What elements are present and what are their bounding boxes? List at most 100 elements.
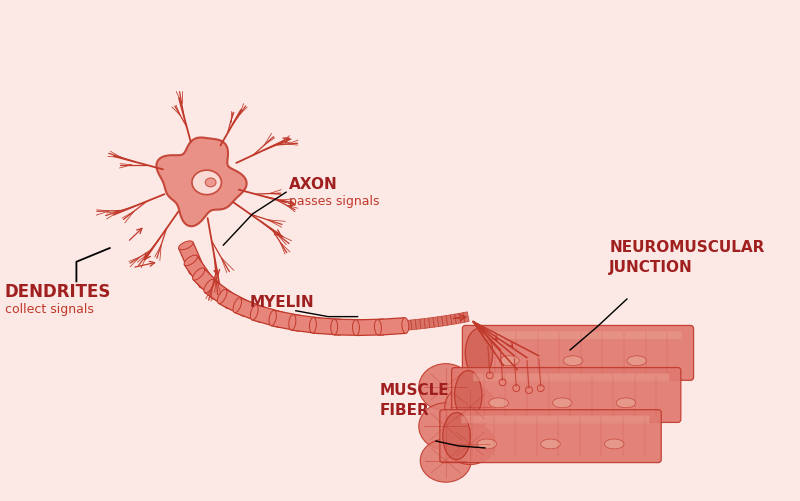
Ellipse shape [310,318,316,333]
Polygon shape [411,320,416,330]
Ellipse shape [402,318,409,333]
Polygon shape [424,318,430,328]
Ellipse shape [466,328,493,377]
Polygon shape [156,137,246,226]
Ellipse shape [337,319,344,335]
Polygon shape [186,256,197,263]
Polygon shape [184,256,213,288]
Polygon shape [356,319,383,336]
Ellipse shape [192,170,222,195]
Polygon shape [218,290,250,316]
Polygon shape [234,299,241,309]
Polygon shape [463,312,469,322]
Polygon shape [450,314,456,325]
Polygon shape [178,242,204,274]
Polygon shape [446,315,452,325]
Polygon shape [370,322,375,332]
Polygon shape [213,287,222,296]
Polygon shape [378,318,406,335]
Polygon shape [438,316,443,327]
Ellipse shape [445,385,496,428]
Polygon shape [318,321,322,331]
Ellipse shape [218,290,227,304]
Polygon shape [265,311,271,322]
Polygon shape [348,323,353,332]
Polygon shape [301,319,306,329]
Ellipse shape [296,316,303,331]
Polygon shape [215,289,224,299]
FancyBboxPatch shape [451,368,681,422]
Ellipse shape [358,320,365,335]
Polygon shape [186,253,196,259]
Polygon shape [292,317,298,328]
Ellipse shape [420,439,471,482]
Polygon shape [344,322,349,332]
Polygon shape [389,322,394,332]
Polygon shape [193,266,202,274]
Ellipse shape [330,319,338,335]
Polygon shape [271,310,301,331]
Text: AXON: AXON [289,177,338,192]
Polygon shape [415,319,421,329]
Text: MYELIN: MYELIN [250,295,314,310]
Ellipse shape [418,364,473,411]
Polygon shape [353,323,358,332]
Ellipse shape [258,308,267,323]
Polygon shape [252,305,282,327]
Circle shape [513,385,520,392]
Ellipse shape [242,302,251,316]
Polygon shape [230,298,238,308]
Circle shape [538,385,544,392]
Polygon shape [184,249,194,256]
Polygon shape [272,313,278,324]
FancyBboxPatch shape [484,331,682,339]
Polygon shape [335,322,340,332]
Polygon shape [227,296,235,306]
Polygon shape [205,281,214,290]
Polygon shape [261,310,267,320]
Polygon shape [240,302,247,313]
Polygon shape [309,320,314,330]
Ellipse shape [190,266,204,275]
Polygon shape [250,306,257,317]
Polygon shape [326,321,331,331]
Text: NEUROMUSCULAR
JUNCTION: NEUROMUSCULAR JUNCTION [610,240,765,275]
Polygon shape [284,316,290,326]
Polygon shape [393,321,398,331]
Polygon shape [380,322,385,332]
Polygon shape [234,298,266,322]
Ellipse shape [353,320,359,336]
Polygon shape [198,274,208,282]
Polygon shape [243,304,250,314]
Polygon shape [190,261,200,269]
Ellipse shape [233,298,242,313]
Polygon shape [459,313,465,323]
Ellipse shape [212,287,224,299]
Ellipse shape [289,315,296,330]
Ellipse shape [374,320,382,335]
FancyBboxPatch shape [462,415,650,423]
Ellipse shape [250,305,258,320]
Polygon shape [314,320,318,330]
FancyBboxPatch shape [440,410,662,462]
Polygon shape [312,318,341,335]
Ellipse shape [499,356,519,366]
Polygon shape [258,309,264,319]
Polygon shape [330,322,335,332]
Ellipse shape [184,255,198,266]
Ellipse shape [269,310,276,326]
Ellipse shape [418,403,473,450]
Polygon shape [191,264,201,272]
Polygon shape [207,283,217,292]
Polygon shape [205,280,236,308]
FancyBboxPatch shape [462,326,694,380]
Polygon shape [237,301,244,311]
Ellipse shape [489,398,509,408]
Polygon shape [193,269,224,299]
Polygon shape [375,322,380,332]
Ellipse shape [277,312,285,327]
Polygon shape [183,246,194,253]
Polygon shape [221,292,230,302]
Polygon shape [188,259,198,266]
Polygon shape [254,308,261,318]
